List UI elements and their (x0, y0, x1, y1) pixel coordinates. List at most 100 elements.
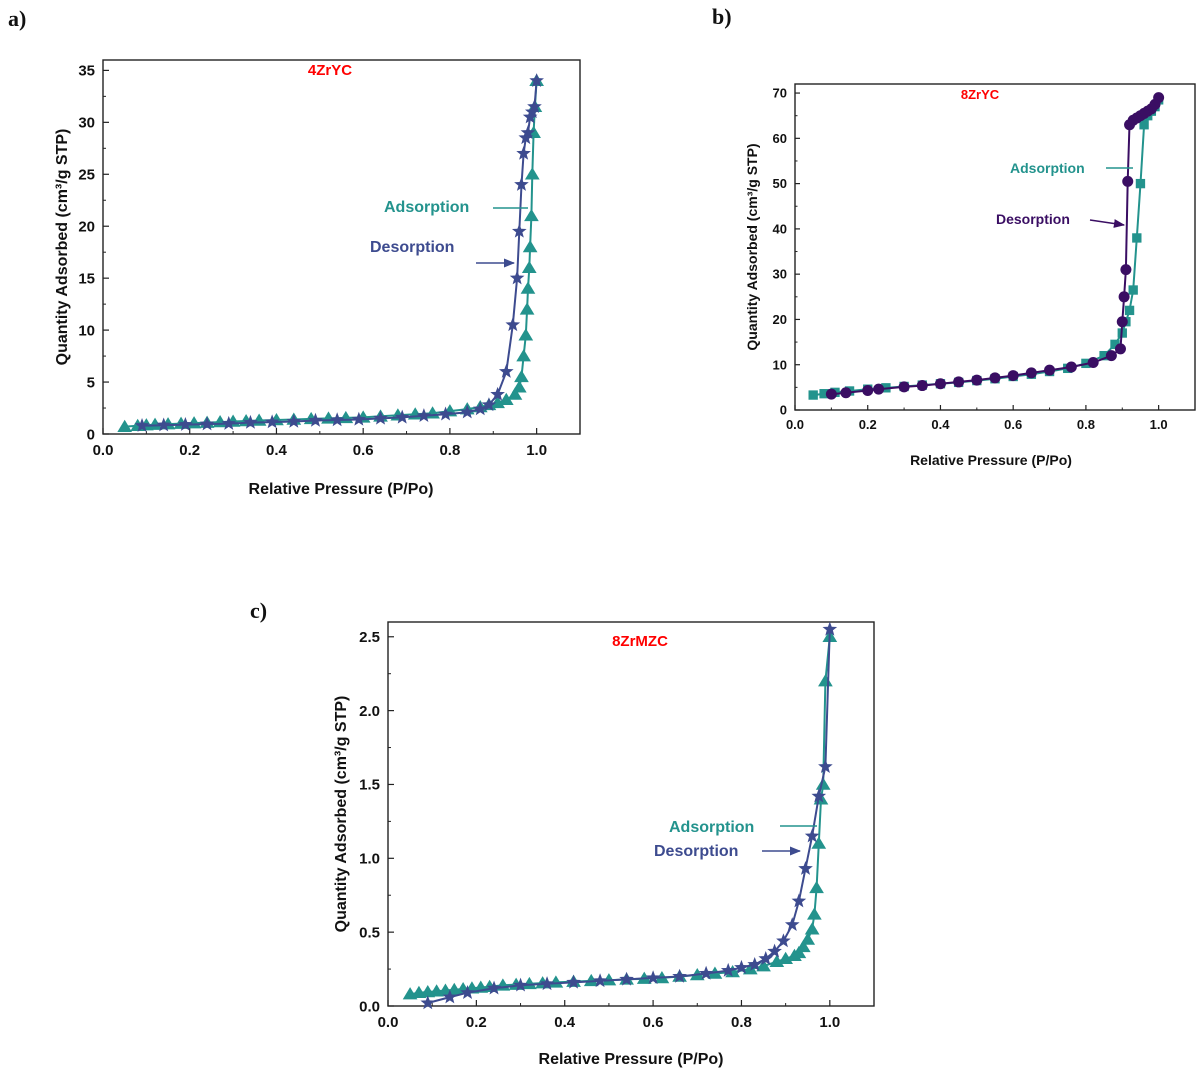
data-point (971, 374, 983, 386)
series-desorption (825, 92, 1165, 400)
data-point (747, 956, 763, 971)
data-point (522, 109, 538, 124)
data-point (811, 788, 827, 803)
x-tick-label: 1.0 (1150, 417, 1168, 432)
series-adsorption (402, 629, 838, 1000)
y-tick-label: 0 (780, 403, 787, 418)
data-point (511, 380, 527, 393)
x-tick-label: 0.8 (1077, 417, 1095, 432)
data-point (862, 385, 874, 397)
data-point (420, 995, 436, 1010)
data-point (698, 965, 714, 980)
data-point (221, 415, 237, 430)
data-point (1128, 285, 1138, 295)
y-tick-label: 50 (773, 176, 787, 191)
data-point (1124, 305, 1135, 316)
chart-panel-8ZrYC: 0.0 0.2 0.4 0.6 0.8 1.0 0 10 20 30 40 50 60 70 Relativ… (744, 83, 1196, 468)
data-point (804, 828, 820, 843)
data-point (592, 973, 608, 988)
data-point (807, 907, 822, 920)
series-line (813, 99, 1160, 397)
data-point (511, 223, 527, 238)
series-adsorption (117, 73, 544, 432)
x-tick-label: 0.6 (643, 1014, 664, 1031)
data-point (548, 975, 564, 988)
y-tick-label: 2.0 (359, 703, 380, 720)
y-tick-label: 5 (87, 374, 95, 391)
data-point (601, 973, 617, 986)
data-point (1132, 233, 1142, 243)
chart-title: 4ZrYC (308, 62, 352, 79)
data-point (1099, 350, 1109, 361)
data-point (286, 413, 302, 428)
data-point (798, 860, 813, 875)
data-point (1065, 361, 1077, 373)
data-point (518, 130, 534, 145)
data-point (822, 621, 838, 636)
chart-panel-4ZrYC: 0.0 0.2 0.4 0.6 0.8 1.0 0 5 10 15 20 25 30 35 Relative… (54, 59, 581, 498)
y-tick-label: 1.5 (359, 777, 380, 794)
data-point (459, 404, 475, 419)
data-point (243, 414, 258, 429)
series-line (427, 629, 831, 1004)
data-point (438, 406, 453, 421)
data-point (756, 959, 771, 972)
data-point (539, 976, 555, 991)
data-point (784, 917, 800, 931)
data-point (524, 104, 540, 119)
x-tick-label: 0.2 (466, 1014, 487, 1031)
x-tick-label: 0.2 (179, 442, 200, 459)
data-point (520, 281, 536, 294)
data-point (1087, 356, 1099, 368)
desorption-arrow (1089, 219, 1126, 228)
x-tick-label: 0.4 (931, 417, 950, 432)
x-tick-label: 0.8 (439, 442, 460, 459)
desorption-annotation: Desorption (996, 211, 1070, 227)
data-point (516, 349, 531, 362)
x-tick-label: 1.0 (819, 1014, 840, 1031)
y-tick-label: 15 (78, 270, 95, 287)
data-point (1116, 316, 1128, 328)
data-point (498, 363, 514, 378)
data-point (1122, 175, 1134, 187)
adsorption-annotation: Adsorption (384, 199, 469, 216)
x-axis-label: Relative Pressure (P/Po) (249, 481, 434, 498)
data-point (1110, 339, 1120, 350)
data-point (490, 386, 505, 401)
data-point (916, 380, 928, 392)
plot-frame (794, 83, 1196, 411)
data-point (819, 389, 829, 399)
data-point (516, 145, 531, 160)
data-point (134, 417, 150, 432)
data-point (1124, 119, 1136, 131)
panel-label-c: c) (250, 598, 268, 623)
data-point (808, 390, 818, 400)
x-axis-label: Relative Pressure (P/Po) (910, 452, 1072, 468)
x-tick-label: 0.8 (731, 1014, 752, 1031)
data-point (481, 397, 497, 412)
x-tick-label: 0.2 (859, 417, 877, 432)
y-tick-label: 30 (773, 267, 787, 282)
y-tick-label: 25 (78, 167, 95, 184)
x-tick-label: 0.0 (93, 442, 114, 459)
data-point (486, 980, 502, 995)
data-point (416, 408, 432, 423)
data-point (490, 395, 505, 409)
data-point (156, 417, 172, 432)
chart-title: 8ZrMZC (612, 633, 668, 650)
data-point (645, 970, 661, 985)
y-tick-label: 10 (773, 357, 787, 372)
x-tick-label: 1.0 (526, 442, 547, 459)
data-point (583, 973, 599, 987)
data-point (1007, 370, 1019, 382)
data-point (619, 971, 634, 986)
data-point (514, 369, 529, 383)
data-point (1025, 367, 1037, 379)
y-tick-label: 2.5 (359, 629, 380, 646)
plot-frame (102, 59, 581, 435)
data-point (505, 317, 521, 332)
data-point (498, 392, 514, 405)
data-point (566, 974, 581, 989)
data-point (529, 73, 544, 88)
